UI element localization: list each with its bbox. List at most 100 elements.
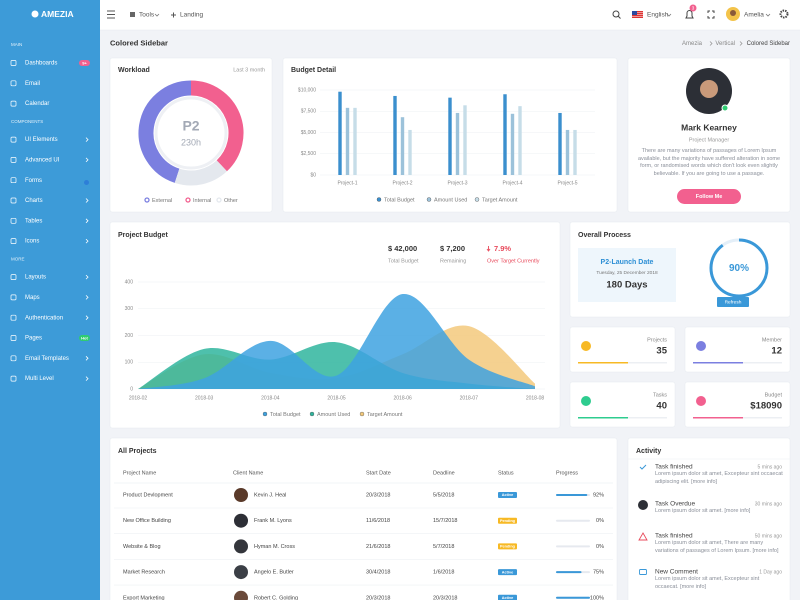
chevron-icon [85,157,89,163]
menu-item[interactable]: Tables [25,218,42,224]
gauge-arc [709,238,769,298]
status-pill [498,492,517,498]
legend-label: Target Amount [482,197,518,203]
follow-button[interactable] [677,189,741,204]
legend-label: Total Budget [270,412,301,418]
notification-count: 3 [692,5,695,10]
launch-title: P2-Launch Date [601,259,654,266]
profile-name: Mark Kearney [681,122,737,132]
menu-icon [10,60,17,66]
menu-item[interactable]: Pages [25,336,42,342]
bar [408,129,412,175]
legend-marker [359,411,365,417]
project-name[interactable]: Product Devlopment [123,492,173,498]
status-label: Active [502,493,513,497]
project-name[interactable]: Website & Blog [123,544,161,550]
menu-icon [10,375,17,382]
settings-icon[interactable] [779,9,789,19]
legend-marker [185,197,191,203]
bar [573,129,577,175]
legend-marker [144,197,150,203]
stat-value: $18090 [750,401,782,412]
fullscreen-icon[interactable] [707,10,715,19]
deadline: 20/3/2018 [433,595,457,600]
menu-item[interactable]: Calendar [25,101,49,107]
card [109,437,618,600]
activity-text: Lorem ipsum dolor sit amet, Excepteur si… [655,471,783,485]
refresh-button-label: Refresh [725,300,742,306]
stat-bar [693,362,743,364]
menu-item[interactable]: Email Templates [25,356,69,362]
menu-item[interactable]: Advanced UI [25,157,60,163]
table-header: Start Date [366,470,391,476]
menu-item[interactable]: Multi Level [25,376,54,382]
y-tick-label: 400 [125,279,134,285]
notification-badge [689,4,697,12]
table-header-bg [114,466,613,480]
topbar-menu[interactable]: Landing [180,12,204,19]
x-tick-label: 2018-08 [526,395,545,401]
card-title: Workload [118,67,150,74]
breadcrumb-item[interactable]: Amezia [682,41,703,47]
card-title: All Projects [118,448,157,455]
deadline: 5/7/2018 [433,544,454,550]
menu-icon [10,157,17,163]
profile-avatar-face [700,80,718,98]
project-name[interactable]: New Office Building [123,518,171,524]
x-tick-label: Project-5 [557,180,577,186]
menu-item[interactable]: Layouts [25,275,46,281]
stat-value: 40 [656,401,667,412]
menu-item[interactable]: Icons [25,239,39,245]
donut-segment [138,80,192,183]
project-name[interactable]: Export Marketing [123,595,165,600]
bell-icon[interactable] [685,10,694,19]
client-name: Kevin J. Heal [254,492,286,498]
menu-item[interactable]: Charts [25,198,43,204]
stat-label: Tasks [653,392,667,398]
table-header: Project Name [123,470,156,476]
status-pill [498,569,517,576]
card-title: Budget Detail [291,67,336,74]
legend-label: External [152,198,172,204]
language-select[interactable]: English [647,12,669,19]
menu-item[interactable]: Forms [25,178,42,184]
chevron-icon [709,41,713,46]
x-tick-label: Project-4 [502,180,522,186]
x-tick-label: 2018-07 [460,395,479,401]
bar [510,113,515,175]
client-name: Robert C. Golding [254,595,298,600]
table-header: Status [498,470,514,476]
refresh-button[interactable] [717,297,749,307]
activity-text: Lorem ipsum dolor sit amet, Excepteur si… [655,576,760,590]
menu-toggle[interactable] [107,10,115,19]
breadcrumb-item[interactable]: Vertical [715,41,735,47]
menu-icon [10,80,17,87]
sidebar [0,0,100,600]
card [109,57,273,213]
menu-item[interactable]: Authentication [25,315,63,321]
progress-track [556,545,590,548]
project-name[interactable]: Market Research [123,570,165,576]
client-avatar [234,513,248,528]
stat-bar [578,362,628,364]
legend-marker [309,411,315,417]
user-name[interactable]: Amelia [744,12,764,19]
search-icon[interactable] [612,10,620,18]
status-label: Pending [500,545,516,549]
profile-text: There are many variations of passages of… [637,148,781,177]
table-header: Client Name [233,470,263,476]
stat-value: 12 [771,346,782,357]
topbar-menu[interactable]: Tools [139,12,155,19]
legend-marker [262,411,268,417]
menu-item[interactable]: Dashboards [25,61,57,67]
menu-item[interactable]: UI Elements [25,137,58,143]
table-header: Progress [556,470,578,476]
activity-time: 50 mins ago [755,533,782,539]
menu-item[interactable]: Email [25,81,40,87]
launch-days: 180 Days [606,280,647,291]
stat-bar [578,417,628,419]
menu-item[interactable]: Maps [25,295,40,301]
status-pill [498,517,517,524]
bar [503,94,507,175]
